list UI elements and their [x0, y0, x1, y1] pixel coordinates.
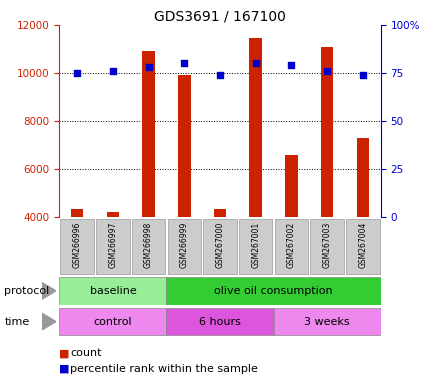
Text: baseline: baseline	[90, 286, 136, 296]
Point	[323, 68, 330, 74]
Bar	[346, 219, 380, 274]
Point	[145, 64, 152, 70]
Bar	[275, 219, 308, 274]
Point	[288, 62, 295, 68]
Bar	[321, 46, 334, 217]
Text: percentile rank within the sample: percentile rank within the sample	[70, 364, 258, 374]
Bar	[132, 219, 165, 274]
Point	[252, 60, 259, 66]
Text: ■: ■	[59, 364, 70, 374]
Polygon shape	[42, 313, 56, 330]
Bar	[249, 38, 262, 217]
Bar	[310, 219, 344, 274]
Text: GSM267003: GSM267003	[323, 222, 332, 268]
Bar	[239, 219, 272, 274]
Text: GSM266997: GSM266997	[108, 222, 117, 268]
Bar	[143, 51, 155, 217]
Polygon shape	[42, 283, 56, 300]
Point	[110, 68, 117, 74]
Text: GSM266999: GSM266999	[180, 222, 189, 268]
Bar	[178, 75, 191, 217]
Bar	[356, 138, 369, 217]
Bar	[203, 219, 237, 274]
Text: GSM267001: GSM267001	[251, 222, 260, 268]
Text: GSM267000: GSM267000	[216, 222, 224, 268]
Point	[181, 60, 188, 66]
Text: 6 hours: 6 hours	[199, 316, 241, 327]
Text: GSM267004: GSM267004	[358, 222, 367, 268]
Point	[216, 72, 224, 78]
Text: protocol: protocol	[4, 286, 50, 296]
Bar	[59, 308, 166, 336]
Text: GSM267002: GSM267002	[287, 222, 296, 268]
Bar	[71, 209, 84, 217]
Bar	[60, 219, 94, 274]
Bar	[166, 277, 381, 305]
Bar	[106, 212, 119, 217]
Bar	[166, 308, 274, 336]
Point	[74, 70, 81, 76]
Bar	[59, 277, 166, 305]
Bar	[214, 209, 226, 217]
Text: 3 weeks: 3 weeks	[304, 316, 350, 327]
Text: time: time	[4, 316, 29, 327]
Bar	[285, 155, 297, 217]
Text: control: control	[94, 316, 132, 327]
Text: ■: ■	[59, 348, 70, 358]
Text: GSM266998: GSM266998	[144, 222, 153, 268]
Text: GDS3691 / 167100: GDS3691 / 167100	[154, 10, 286, 23]
Point	[359, 72, 366, 78]
Text: GSM266996: GSM266996	[73, 222, 82, 268]
Bar	[168, 219, 201, 274]
Text: count: count	[70, 348, 102, 358]
Text: olive oil consumption: olive oil consumption	[214, 286, 333, 296]
Bar	[274, 308, 381, 336]
Bar	[96, 219, 130, 274]
